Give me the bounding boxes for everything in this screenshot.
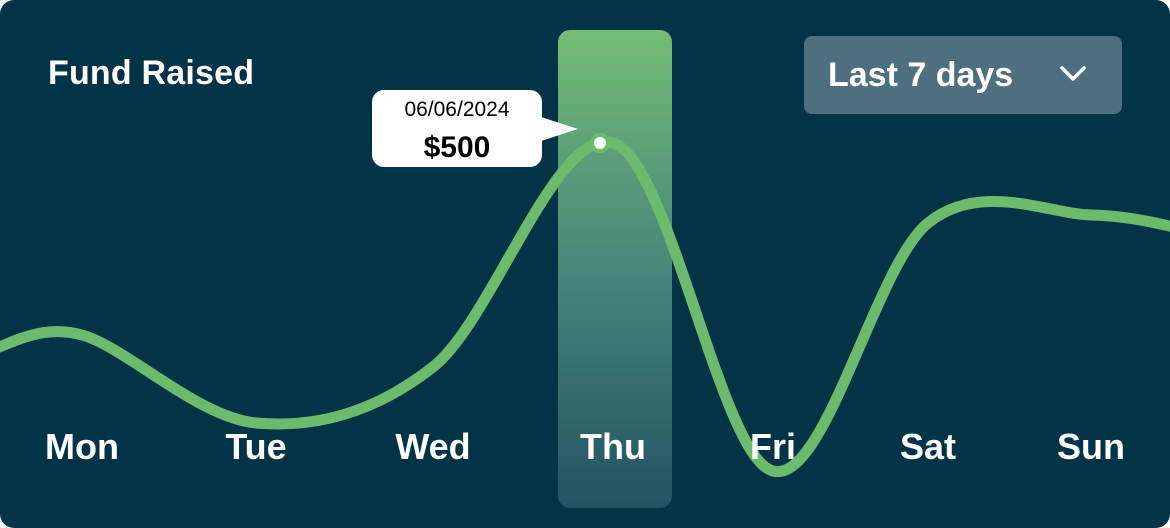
tooltip-value: $500 <box>423 131 491 164</box>
date-range-selected-value: Last 7 days <box>828 55 1014 94</box>
chart-title: Fund Raised <box>48 54 255 92</box>
date-range-dropdown[interactable]: Last 7 days <box>804 36 1122 114</box>
series-line <box>0 136 1170 477</box>
x-tick-label-sun[interactable]: Sun <box>1057 426 1125 467</box>
data-point-thu[interactable] <box>590 133 610 153</box>
value-tooltip: 06/06/2024 $500 <box>372 90 578 167</box>
tooltip-date: 06/06/2024 <box>404 98 510 121</box>
x-tick-label-wed[interactable]: Wed <box>395 426 471 467</box>
chevron-down-icon <box>1060 66 1086 81</box>
x-tick-label-mon[interactable]: Mon <box>45 426 119 467</box>
x-tick-label-tue[interactable]: Tue <box>225 426 287 467</box>
x-tick-label-fri[interactable]: Fri <box>749 426 796 467</box>
tooltip-pointer <box>538 116 578 142</box>
x-tick-label-sat[interactable]: Sat <box>899 426 957 467</box>
x-tick-label-thu[interactable]: Thu <box>580 426 646 467</box>
